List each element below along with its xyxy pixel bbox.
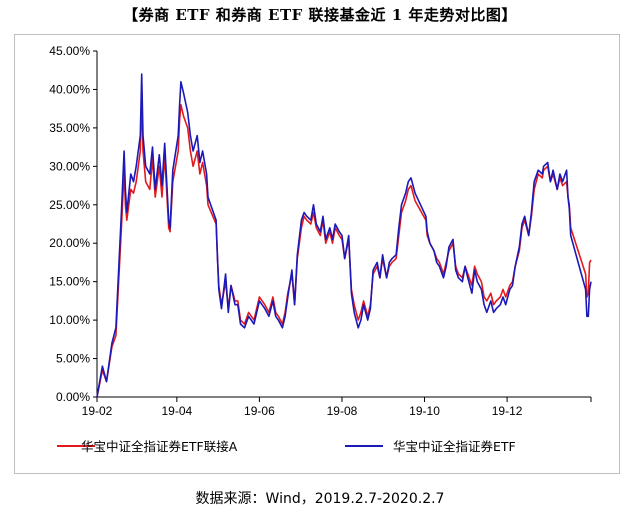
x-tick-label: 19-04 xyxy=(162,404,193,418)
x-tick-label: 19-06 xyxy=(244,404,275,418)
y-tick-label: 5.00% xyxy=(56,352,90,366)
series-layer xyxy=(96,73,592,398)
source-note: 数据来源：Wind，2019.2.7-2020.2.7 xyxy=(195,491,445,507)
y-tick-label: 20.00% xyxy=(49,236,90,250)
x-tick-label: 19-12 xyxy=(492,404,523,418)
x-axis-ticks: 19-02 19-04 19-06 19-08 19-10 19-12 xyxy=(82,397,592,418)
chart-frame: 0.00% 5.00% 10.00% 15.00% 20.00% 25.00% 30.00%… xyxy=(14,34,620,474)
y-tick-label: 0.00% xyxy=(56,390,90,404)
chart-title: 【券商 ETF 和券商 ETF 联接基金近 1 年走势对比图】 xyxy=(123,6,517,24)
y-tick-label: 35.00% xyxy=(49,121,90,135)
line-chart: 0.00% 5.00% 10.00% 15.00% 20.00% 25.00% 30.00%… xyxy=(49,44,592,454)
y-axis-ticks: 0.00% 5.00% 10.00% 15.00% 20.00% 25.00% 30.00%… xyxy=(49,44,97,404)
x-tick-label: 19-02 xyxy=(82,404,113,418)
legend-label: 华宝中证全指证券ETF xyxy=(393,439,516,454)
legend: 华宝中证全指证券ETF联接A 华宝中证全指证券ETF xyxy=(57,439,516,454)
y-tick-label: 45.00% xyxy=(49,44,90,58)
y-tick-label: 10.00% xyxy=(49,313,90,327)
x-tick-label: 19-08 xyxy=(327,404,358,418)
y-tick-label: 25.00% xyxy=(49,198,90,212)
series-line-etf xyxy=(96,73,592,398)
y-tick-label: 40.00% xyxy=(49,82,90,96)
x-tick-label: 19-10 xyxy=(409,404,440,418)
legend-label: 华宝中证全指证券ETF联接A xyxy=(81,439,238,454)
y-tick-label: 30.00% xyxy=(49,159,90,173)
y-tick-label: 15.00% xyxy=(49,275,90,289)
